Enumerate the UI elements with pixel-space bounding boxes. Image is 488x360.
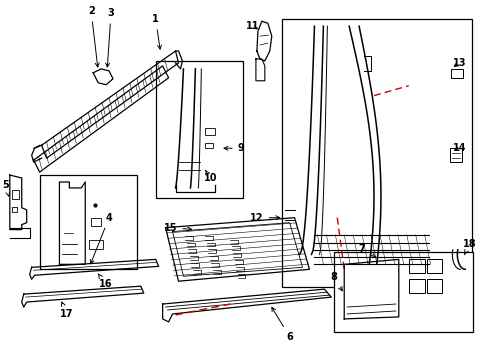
Bar <box>408 260 424 273</box>
Bar <box>334 252 472 332</box>
Bar <box>408 279 424 293</box>
Text: 5: 5 <box>2 180 10 196</box>
Bar <box>450 69 462 78</box>
Bar <box>426 279 442 293</box>
Bar <box>426 260 442 273</box>
Text: 3: 3 <box>105 8 114 67</box>
Bar <box>91 218 101 226</box>
Text: 6: 6 <box>271 307 292 342</box>
Text: 2: 2 <box>88 6 99 67</box>
Text: 9: 9 <box>224 143 244 153</box>
Bar <box>40 175 137 269</box>
Bar <box>281 19 471 287</box>
Text: 16: 16 <box>98 274 113 289</box>
Text: 11: 11 <box>245 21 259 31</box>
Text: 12: 12 <box>250 213 279 223</box>
Text: 13: 13 <box>452 58 465 68</box>
Bar <box>12 190 19 199</box>
Text: 7: 7 <box>358 244 375 257</box>
Text: 8: 8 <box>330 272 342 291</box>
Bar <box>449 148 461 162</box>
Text: 10: 10 <box>203 170 217 183</box>
Bar <box>89 239 103 249</box>
Bar <box>205 143 213 148</box>
Text: 18: 18 <box>462 239 475 255</box>
Text: 1: 1 <box>152 14 161 49</box>
Bar <box>205 129 215 135</box>
Bar <box>155 61 243 198</box>
Text: 4: 4 <box>90 213 112 264</box>
Bar <box>12 207 17 212</box>
Text: 15: 15 <box>163 222 191 233</box>
Text: 14: 14 <box>452 143 465 153</box>
Text: 17: 17 <box>60 302 73 319</box>
